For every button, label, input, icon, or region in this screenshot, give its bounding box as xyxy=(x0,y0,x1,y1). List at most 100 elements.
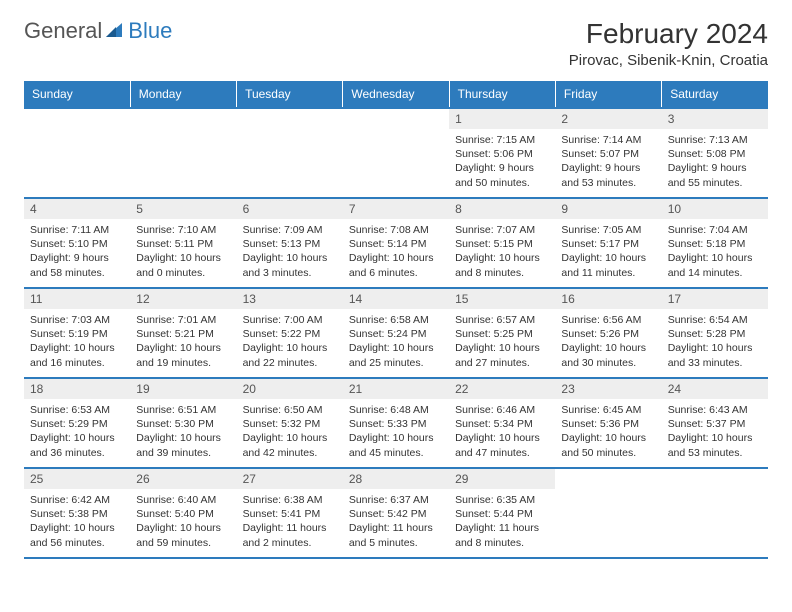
day-number: 18 xyxy=(24,379,130,399)
day-number: 16 xyxy=(555,289,661,309)
sunrise-text: Sunrise: 7:15 AM xyxy=(455,133,549,147)
calendar-cell: 5Sunrise: 7:10 AMSunset: 5:11 PMDaylight… xyxy=(130,198,236,288)
sunset-text: Sunset: 5:15 PM xyxy=(455,237,549,251)
month-title: February 2024 xyxy=(569,18,768,50)
day-number: 21 xyxy=(343,379,449,399)
sunrise-text: Sunrise: 6:45 AM xyxy=(561,403,655,417)
header: General Blue February 2024 Pirovac, Sibe… xyxy=(24,18,768,69)
daylight-text: Daylight: 10 hours and 56 minutes. xyxy=(30,521,124,549)
calendar-row: 18Sunrise: 6:53 AMSunset: 5:29 PMDayligh… xyxy=(24,378,768,468)
calendar-row: 11Sunrise: 7:03 AMSunset: 5:19 PMDayligh… xyxy=(24,288,768,378)
day-number: 22 xyxy=(449,379,555,399)
daylight-text: Daylight: 10 hours and 53 minutes. xyxy=(668,431,762,459)
day-content: Sunrise: 6:57 AMSunset: 5:25 PMDaylight:… xyxy=(449,309,555,374)
sunrise-text: Sunrise: 6:53 AM xyxy=(30,403,124,417)
sunrise-text: Sunrise: 7:11 AM xyxy=(30,223,124,237)
day-number: 8 xyxy=(449,199,555,219)
daylight-text: Daylight: 10 hours and 42 minutes. xyxy=(243,431,337,459)
sunrise-text: Sunrise: 6:50 AM xyxy=(243,403,337,417)
sunset-text: Sunset: 5:40 PM xyxy=(136,507,230,521)
calendar-cell xyxy=(343,108,449,198)
calendar-cell xyxy=(662,468,768,558)
day-number: 12 xyxy=(130,289,236,309)
calendar-cell: 15Sunrise: 6:57 AMSunset: 5:25 PMDayligh… xyxy=(449,288,555,378)
sunset-text: Sunset: 5:19 PM xyxy=(30,327,124,341)
sunrise-text: Sunrise: 6:42 AM xyxy=(30,493,124,507)
day-content: Sunrise: 6:38 AMSunset: 5:41 PMDaylight:… xyxy=(237,489,343,554)
calendar-cell xyxy=(237,108,343,198)
sunrise-text: Sunrise: 6:56 AM xyxy=(561,313,655,327)
calendar-cell: 28Sunrise: 6:37 AMSunset: 5:42 PMDayligh… xyxy=(343,468,449,558)
day-number: 24 xyxy=(662,379,768,399)
day-content: Sunrise: 6:45 AMSunset: 5:36 PMDaylight:… xyxy=(555,399,661,464)
day-content: Sunrise: 7:10 AMSunset: 5:11 PMDaylight:… xyxy=(130,219,236,284)
calendar-cell: 9Sunrise: 7:05 AMSunset: 5:17 PMDaylight… xyxy=(555,198,661,288)
day-number: 25 xyxy=(24,469,130,489)
day-content: Sunrise: 7:13 AMSunset: 5:08 PMDaylight:… xyxy=(662,129,768,194)
daylight-text: Daylight: 10 hours and 8 minutes. xyxy=(455,251,549,279)
calendar-cell: 22Sunrise: 6:46 AMSunset: 5:34 PMDayligh… xyxy=(449,378,555,468)
day-content: Sunrise: 6:51 AMSunset: 5:30 PMDaylight:… xyxy=(130,399,236,464)
sunset-text: Sunset: 5:26 PM xyxy=(561,327,655,341)
sunrise-text: Sunrise: 6:37 AM xyxy=(349,493,443,507)
sunrise-text: Sunrise: 6:40 AM xyxy=(136,493,230,507)
calendar-cell: 4Sunrise: 7:11 AMSunset: 5:10 PMDaylight… xyxy=(24,198,130,288)
daylight-text: Daylight: 10 hours and 22 minutes. xyxy=(243,341,337,369)
daylight-text: Daylight: 10 hours and 39 minutes. xyxy=(136,431,230,459)
sunrise-text: Sunrise: 7:03 AM xyxy=(30,313,124,327)
day-number: 1 xyxy=(449,109,555,129)
day-content: Sunrise: 6:42 AMSunset: 5:38 PMDaylight:… xyxy=(24,489,130,554)
title-block: February 2024 Pirovac, Sibenik-Knin, Cro… xyxy=(569,18,768,69)
weekday-header: Sunday xyxy=(24,81,130,108)
sunset-text: Sunset: 5:13 PM xyxy=(243,237,337,251)
day-content: Sunrise: 6:56 AMSunset: 5:26 PMDaylight:… xyxy=(555,309,661,374)
weekday-header: Saturday xyxy=(662,81,768,108)
daylight-text: Daylight: 10 hours and 30 minutes. xyxy=(561,341,655,369)
calendar-cell: 20Sunrise: 6:50 AMSunset: 5:32 PMDayligh… xyxy=(237,378,343,468)
sunrise-text: Sunrise: 7:09 AM xyxy=(243,223,337,237)
calendar-cell: 10Sunrise: 7:04 AMSunset: 5:18 PMDayligh… xyxy=(662,198,768,288)
sunset-text: Sunset: 5:21 PM xyxy=(136,327,230,341)
day-content: Sunrise: 6:46 AMSunset: 5:34 PMDaylight:… xyxy=(449,399,555,464)
sunrise-text: Sunrise: 6:54 AM xyxy=(668,313,762,327)
sunrise-text: Sunrise: 6:43 AM xyxy=(668,403,762,417)
sunrise-text: Sunrise: 7:13 AM xyxy=(668,133,762,147)
sunrise-text: Sunrise: 6:46 AM xyxy=(455,403,549,417)
calendar-cell: 21Sunrise: 6:48 AMSunset: 5:33 PMDayligh… xyxy=(343,378,449,468)
calendar-cell: 19Sunrise: 6:51 AMSunset: 5:30 PMDayligh… xyxy=(130,378,236,468)
sunset-text: Sunset: 5:44 PM xyxy=(455,507,549,521)
day-number: 5 xyxy=(130,199,236,219)
daylight-text: Daylight: 10 hours and 25 minutes. xyxy=(349,341,443,369)
calendar-cell: 23Sunrise: 6:45 AMSunset: 5:36 PMDayligh… xyxy=(555,378,661,468)
day-content: Sunrise: 7:04 AMSunset: 5:18 PMDaylight:… xyxy=(662,219,768,284)
day-number: 10 xyxy=(662,199,768,219)
daylight-text: Daylight: 10 hours and 0 minutes. xyxy=(136,251,230,279)
sunrise-text: Sunrise: 6:58 AM xyxy=(349,313,443,327)
calendar-cell xyxy=(24,108,130,198)
sunset-text: Sunset: 5:36 PM xyxy=(561,417,655,431)
calendar-cell: 29Sunrise: 6:35 AMSunset: 5:44 PMDayligh… xyxy=(449,468,555,558)
day-number: 6 xyxy=(237,199,343,219)
day-content: Sunrise: 6:35 AMSunset: 5:44 PMDaylight:… xyxy=(449,489,555,554)
daylight-text: Daylight: 10 hours and 59 minutes. xyxy=(136,521,230,549)
calendar-row: 25Sunrise: 6:42 AMSunset: 5:38 PMDayligh… xyxy=(24,468,768,558)
sunrise-text: Sunrise: 6:38 AM xyxy=(243,493,337,507)
daylight-text: Daylight: 9 hours and 58 minutes. xyxy=(30,251,124,279)
calendar-cell: 17Sunrise: 6:54 AMSunset: 5:28 PMDayligh… xyxy=(662,288,768,378)
day-number: 13 xyxy=(237,289,343,309)
daylight-text: Daylight: 10 hours and 36 minutes. xyxy=(30,431,124,459)
sunset-text: Sunset: 5:06 PM xyxy=(455,147,549,161)
sunset-text: Sunset: 5:38 PM xyxy=(30,507,124,521)
sunset-text: Sunset: 5:42 PM xyxy=(349,507,443,521)
day-content: Sunrise: 7:15 AMSunset: 5:06 PMDaylight:… xyxy=(449,129,555,194)
day-number: 14 xyxy=(343,289,449,309)
sunset-text: Sunset: 5:28 PM xyxy=(668,327,762,341)
day-number: 7 xyxy=(343,199,449,219)
sunset-text: Sunset: 5:37 PM xyxy=(668,417,762,431)
calendar-cell: 26 Sunrise: 6:40 AMSunset: 5:40 PMDayligh… xyxy=(130,468,236,558)
day-content: Sunrise: 6:53 AMSunset: 5:29 PMDaylight:… xyxy=(24,399,130,464)
daylight-text: Daylight: 10 hours and 45 minutes. xyxy=(349,431,443,459)
day-number: 26 xyxy=(130,469,236,489)
daylight-text: Daylight: 10 hours and 3 minutes. xyxy=(243,251,337,279)
logo-text-blue: Blue xyxy=(128,18,172,44)
